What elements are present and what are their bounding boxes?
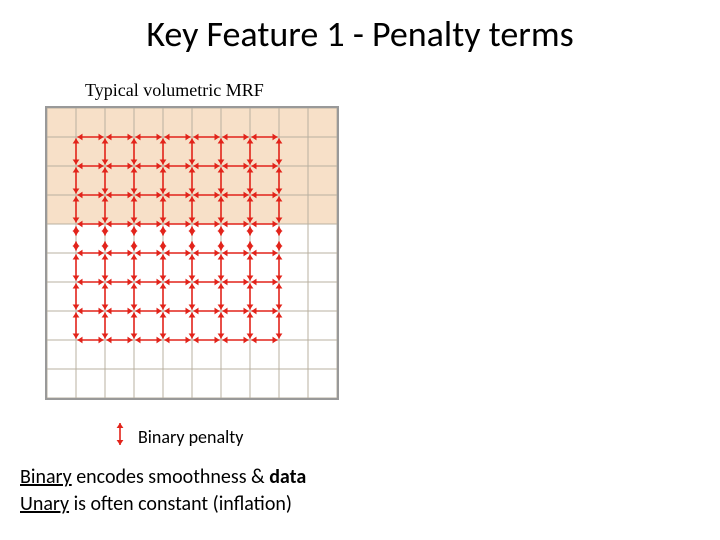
body-line-1: Binary encodes smoothness & data	[20, 465, 306, 489]
body-line-2: Unary is often constant (inflation)	[20, 492, 292, 516]
binary-word: Binary	[20, 465, 72, 489]
data-word: data	[269, 465, 306, 489]
body-line-2-rest: is often constant (inflation)	[69, 492, 292, 516]
unary-word: Unary	[20, 492, 69, 516]
mrf-diagram	[45, 106, 339, 400]
body-line-1-mid: encodes smoothness &	[72, 465, 270, 489]
slide-title: Key Feature 1 - Penalty terms	[0, 12, 720, 56]
legend-row: Binary penalty	[110, 418, 243, 455]
diagram-subtitle: Typical volumetric MRF	[85, 80, 264, 101]
mrf-svg	[47, 108, 337, 398]
legend-label: Binary penalty	[138, 426, 243, 448]
legend-arrow-icon	[110, 418, 130, 455]
